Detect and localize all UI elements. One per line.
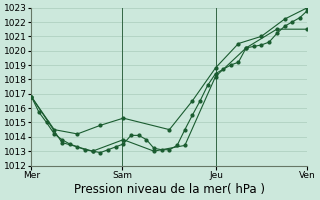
X-axis label: Pression niveau de la mer( hPa ): Pression niveau de la mer( hPa ) [74, 183, 265, 196]
